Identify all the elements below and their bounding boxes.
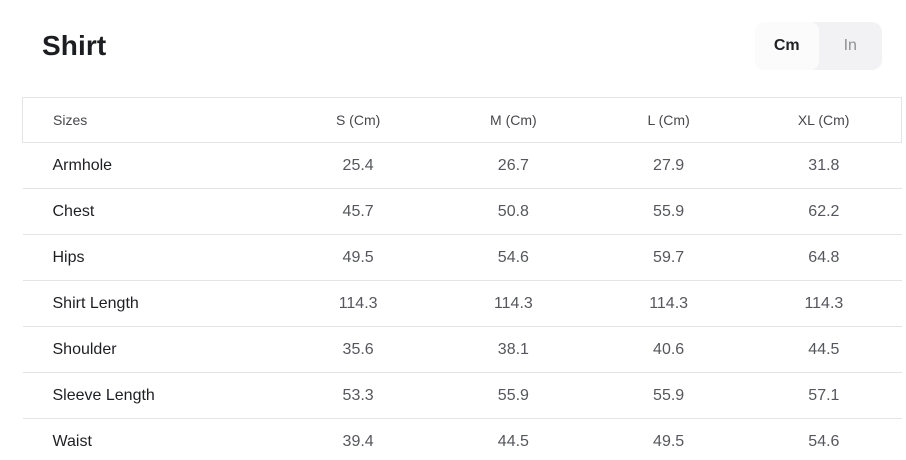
measurement-value: 40.6 xyxy=(591,326,747,373)
measurement-value: 25.4 xyxy=(280,142,436,189)
table-row: Waist 39.4 44.5 49.5 54.6 xyxy=(22,418,902,460)
measurement-value: 59.7 xyxy=(591,234,747,281)
header-row: Sizes S (Cm) M (Cm) L (Cm) XL (Cm) xyxy=(22,97,903,143)
measurement-value: 114.3 xyxy=(435,280,591,327)
page-header: Shirt Cm In xyxy=(42,21,882,71)
measurement-value: 44.5 xyxy=(435,418,591,460)
measurement-value: 44.5 xyxy=(746,326,902,373)
column-header-s: S (Cm) xyxy=(280,97,436,143)
column-header-l: L (Cm) xyxy=(591,97,747,143)
measurement-label: Shirt Length xyxy=(22,280,281,327)
table-row: Hips 49.5 54.6 59.7 64.8 xyxy=(22,234,902,281)
unit-toggle-cm-button[interactable]: Cm xyxy=(755,22,819,70)
table-row: Sleeve Length 53.3 55.9 55.9 57.1 xyxy=(22,372,902,419)
unit-toggle: Cm In xyxy=(755,22,882,70)
table-row: Shoulder 35.6 38.1 40.6 44.5 xyxy=(22,326,902,373)
measurement-label: Waist xyxy=(22,418,281,460)
column-header-m: M (Cm) xyxy=(435,97,591,143)
measurement-value: 62.2 xyxy=(746,188,902,235)
table-row: Chest 45.7 50.8 55.9 62.2 xyxy=(22,188,902,235)
measurement-value: 114.3 xyxy=(591,280,747,327)
measurement-value: 39.4 xyxy=(280,418,436,460)
measurement-value: 26.7 xyxy=(435,142,591,189)
measurement-value: 55.9 xyxy=(591,188,747,235)
table-row: Armhole 25.4 26.7 27.9 31.8 xyxy=(22,142,902,189)
measurement-label: Sleeve Length xyxy=(22,372,281,419)
measurement-value: 45.7 xyxy=(280,188,436,235)
page-title: Shirt xyxy=(42,30,107,61)
measurement-value: 49.5 xyxy=(280,234,436,281)
measurement-value: 54.6 xyxy=(435,234,591,281)
size-table-header: Sizes S (Cm) M (Cm) L (Cm) XL (Cm) xyxy=(22,97,903,143)
unit-toggle-in-button[interactable]: In xyxy=(819,22,883,70)
measurement-value: 49.5 xyxy=(591,418,747,460)
measurement-value: 64.8 xyxy=(746,234,902,281)
measurement-label: Shoulder xyxy=(22,326,281,373)
measurement-value: 55.9 xyxy=(435,372,591,419)
measurement-value: 114.3 xyxy=(280,280,436,327)
measurement-value: 38.1 xyxy=(435,326,591,373)
measurement-value: 35.6 xyxy=(280,326,436,373)
measurement-value: 54.6 xyxy=(746,418,902,460)
table-row: Shirt Length 114.3 114.3 114.3 114.3 xyxy=(22,280,902,327)
measurement-value: 55.9 xyxy=(591,372,747,419)
size-chart-page: Shirt Cm In Sizes S (Cm) M (Cm) L (Cm) X… xyxy=(0,21,906,460)
measurement-label: Armhole xyxy=(22,142,281,189)
size-chart-table: Sizes S (Cm) M (Cm) L (Cm) XL (Cm) Armho… xyxy=(22,97,903,460)
measurement-value: 57.1 xyxy=(746,372,902,419)
measurement-value: 53.3 xyxy=(280,372,436,419)
measurement-value: 50.8 xyxy=(435,188,591,235)
measurement-label: Hips xyxy=(22,234,281,281)
size-table-body: Armhole 25.4 26.7 27.9 31.8 Chest 45.7 50.8 55.9… xyxy=(22,142,902,460)
measurement-value: 27.9 xyxy=(591,142,747,189)
measurement-value: 114.3 xyxy=(746,280,902,327)
measurement-label: Chest xyxy=(22,188,281,235)
measurement-value: 31.8 xyxy=(746,142,902,189)
column-header-xl: XL (Cm) xyxy=(746,97,903,143)
column-header-sizes: Sizes xyxy=(22,97,281,143)
